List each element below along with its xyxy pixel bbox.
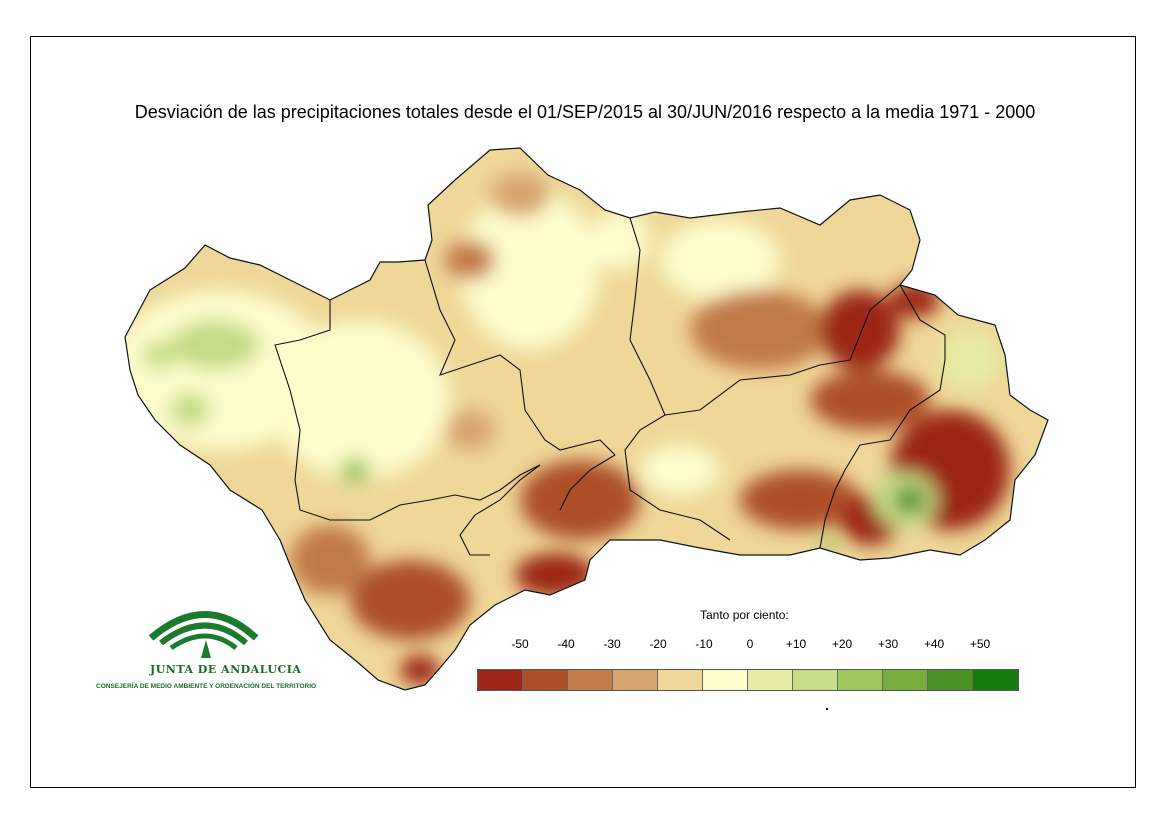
- dry-cadiz-w: [290, 525, 370, 595]
- wet-coast: [816, 539, 840, 551]
- dry-cordoba: [445, 410, 495, 450]
- dry-malaga-n: [520, 460, 640, 540]
- legend-tick-label: +20: [831, 637, 853, 651]
- province-borders: [274, 217, 946, 556]
- dry-granada-s: [740, 470, 860, 530]
- logo-subtitle: CONSEJERÍA DE MEDIO AMBIENTE Y ORDENACIÓ…: [96, 683, 317, 690]
- border-sevilla-cordoba: [424, 259, 616, 456]
- seville-green: [339, 458, 371, 482]
- dry-granada-n: [810, 370, 930, 430]
- granada-pale: [640, 445, 720, 495]
- legend-swatch: [658, 670, 703, 690]
- legend-swatch: [478, 670, 523, 690]
- legend-tick-label: +40: [923, 637, 945, 651]
- legend-swatch: [613, 670, 658, 690]
- legend-tick-label: +50: [969, 637, 991, 651]
- border-huelva-sevilla: [274, 300, 331, 511]
- wet-almeria-core: [894, 486, 926, 514]
- border-cordoba-jaen-granada: [624, 217, 731, 541]
- dry-cadiz: [350, 560, 470, 640]
- legend-swatch: [838, 670, 883, 690]
- border-cadiz-malaga: [459, 464, 541, 556]
- seville-pale: [270, 320, 450, 480]
- dry-jaen: [690, 290, 830, 370]
- dry-tarifa: [400, 655, 440, 685]
- legend-tick-label: -20: [649, 637, 667, 651]
- legend-swatch: [928, 670, 973, 690]
- legend-swatch: [568, 670, 613, 690]
- region-outline: [124, 147, 1049, 691]
- legend-swatch: [793, 670, 838, 690]
- legend-tick-label: +10: [785, 637, 807, 651]
- legend-swatch: [973, 670, 1018, 690]
- border-malaga-north: [559, 454, 616, 511]
- legend-swatch: [523, 670, 568, 690]
- legend-tick-label: +30: [877, 637, 899, 651]
- legend-tick-label: -40: [557, 637, 575, 651]
- legend-color-bar: [477, 669, 1019, 691]
- border-granada-almeria: [819, 284, 946, 549]
- legend-tick-label: -10: [695, 637, 713, 651]
- north-pale-2: [590, 210, 650, 270]
- west-green-2: [142, 341, 178, 369]
- legend-tick-label: 0: [746, 637, 754, 651]
- west-green-3: [170, 392, 210, 428]
- dry-2: [490, 173, 550, 217]
- border-sevilla-cadiz: [299, 464, 541, 521]
- legend-swatch: [703, 670, 748, 690]
- east-pale: [940, 330, 1000, 390]
- map-title: Desviación de las precipitaciones totale…: [134, 102, 1036, 122]
- legend-title: Tanto por ciento:: [700, 608, 789, 622]
- dry-1: [445, 240, 495, 280]
- legend-swatch: [883, 670, 928, 690]
- legend-tick-label: -50: [511, 637, 529, 651]
- logo-name: JUNTA DE ANDALUCIA: [150, 663, 302, 676]
- border-jaen-granada: [664, 284, 901, 416]
- junta-logo-icon: [148, 611, 259, 658]
- west-green-1: [170, 320, 260, 370]
- legend-tick-label: -30: [603, 637, 621, 651]
- dry-ne: [820, 290, 900, 370]
- stray-dot: [826, 708, 828, 710]
- jaen-pale: [660, 220, 780, 300]
- north-pale: [460, 190, 600, 350]
- legend-swatch: [748, 670, 793, 690]
